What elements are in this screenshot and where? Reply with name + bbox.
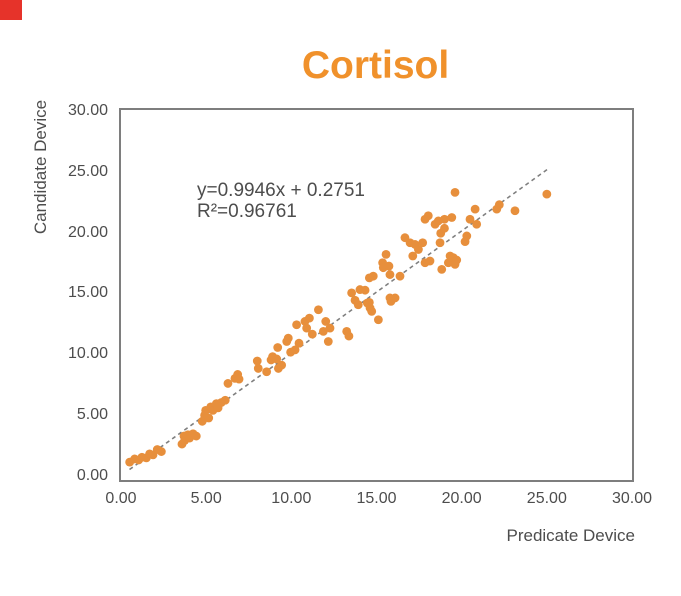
data-point [390, 293, 400, 303]
data-point [470, 204, 480, 214]
data-point [353, 300, 363, 310]
data-point [510, 206, 520, 216]
regression-equation: y=0.9946x + 0.2751 [197, 180, 365, 201]
data-point [294, 338, 304, 348]
data-point [253, 364, 263, 373]
data-point [191, 431, 201, 441]
data-point [223, 379, 233, 388]
y-axis-tick-labels: 0.00 5.00 10.00 15.00 20.00 25.00 30.00 [38, 0, 108, 596]
x-axis-tick-labels: 0.00 5.00 10.00 15.00 20.00 25.00 30.00 [105, 490, 652, 510]
scatter-plot [125, 167, 552, 471]
data-point [447, 213, 457, 222]
data-point [283, 333, 293, 343]
chart-title: Cortisol [301, 44, 450, 87]
data-point [367, 306, 377, 316]
data-point [290, 345, 300, 355]
regression-r-squared: R²=0.96761 [197, 201, 297, 222]
data-point [440, 214, 449, 224]
x-tick-label: 10.00 [271, 490, 312, 507]
x-tick-label: 15.00 [356, 490, 397, 507]
y-tick-label: 20.00 [67, 223, 108, 241]
data-point [440, 223, 449, 233]
data-point [384, 261, 394, 271]
data-point [364, 273, 374, 283]
x-tick-label: 0.00 [105, 490, 137, 507]
data-point [314, 305, 323, 315]
data-point [307, 329, 317, 339]
data-point [323, 337, 333, 346]
data-point [344, 331, 354, 341]
data-point [381, 250, 391, 259]
data-point [423, 211, 433, 221]
y-tick-label: 0.00 [76, 467, 108, 484]
data-point [452, 255, 462, 265]
y-tick-label: 15.00 [67, 284, 108, 302]
y-tick-label: 10.00 [67, 345, 108, 363]
data-point [408, 251, 418, 261]
data-point [156, 447, 166, 456]
data-point [302, 323, 312, 333]
y-axis-title: Candidate Device [31, 99, 50, 235]
data-point [272, 354, 282, 364]
data-point [347, 288, 357, 298]
x-tick-label: 30.00 [611, 490, 653, 507]
x-axis-title: Predicate Device [506, 526, 635, 545]
data-point [273, 343, 283, 352]
data-point [462, 231, 472, 241]
x-tick-label: 20.00 [441, 490, 482, 507]
data-point [252, 356, 262, 366]
data-point [494, 200, 504, 210]
data-point [465, 214, 475, 224]
data-point [435, 238, 445, 248]
data-point [450, 188, 460, 197]
regression-annotation: y=0.9946x + 0.2751 R²=0.96761 [197, 180, 365, 222]
data-point [304, 313, 314, 323]
y-tick-label: 25.00 [67, 162, 108, 180]
data-point [542, 189, 552, 199]
data-point [318, 327, 328, 336]
data-point [220, 395, 230, 405]
y-tick-label: 30.00 [67, 101, 108, 119]
data-point [325, 323, 335, 333]
data-point [262, 367, 272, 377]
data-point [437, 265, 447, 274]
data-point [360, 285, 370, 295]
data-point [234, 374, 244, 384]
data-point [277, 360, 287, 370]
data-point [414, 245, 423, 254]
data-point [418, 238, 428, 248]
data-point [395, 271, 405, 281]
data-point [321, 317, 331, 326]
data-point [292, 320, 302, 330]
y-tick-label: 5.00 [76, 406, 108, 424]
data-point [204, 413, 214, 423]
data-point [373, 315, 383, 325]
x-tick-label: 5.00 [190, 490, 222, 507]
x-tick-label: 25.00 [526, 490, 567, 507]
plot-area [119, 108, 634, 482]
data-point [385, 270, 395, 279]
corner-brand-mark [0, 0, 22, 20]
data-point [472, 219, 482, 229]
data-point [425, 256, 435, 266]
